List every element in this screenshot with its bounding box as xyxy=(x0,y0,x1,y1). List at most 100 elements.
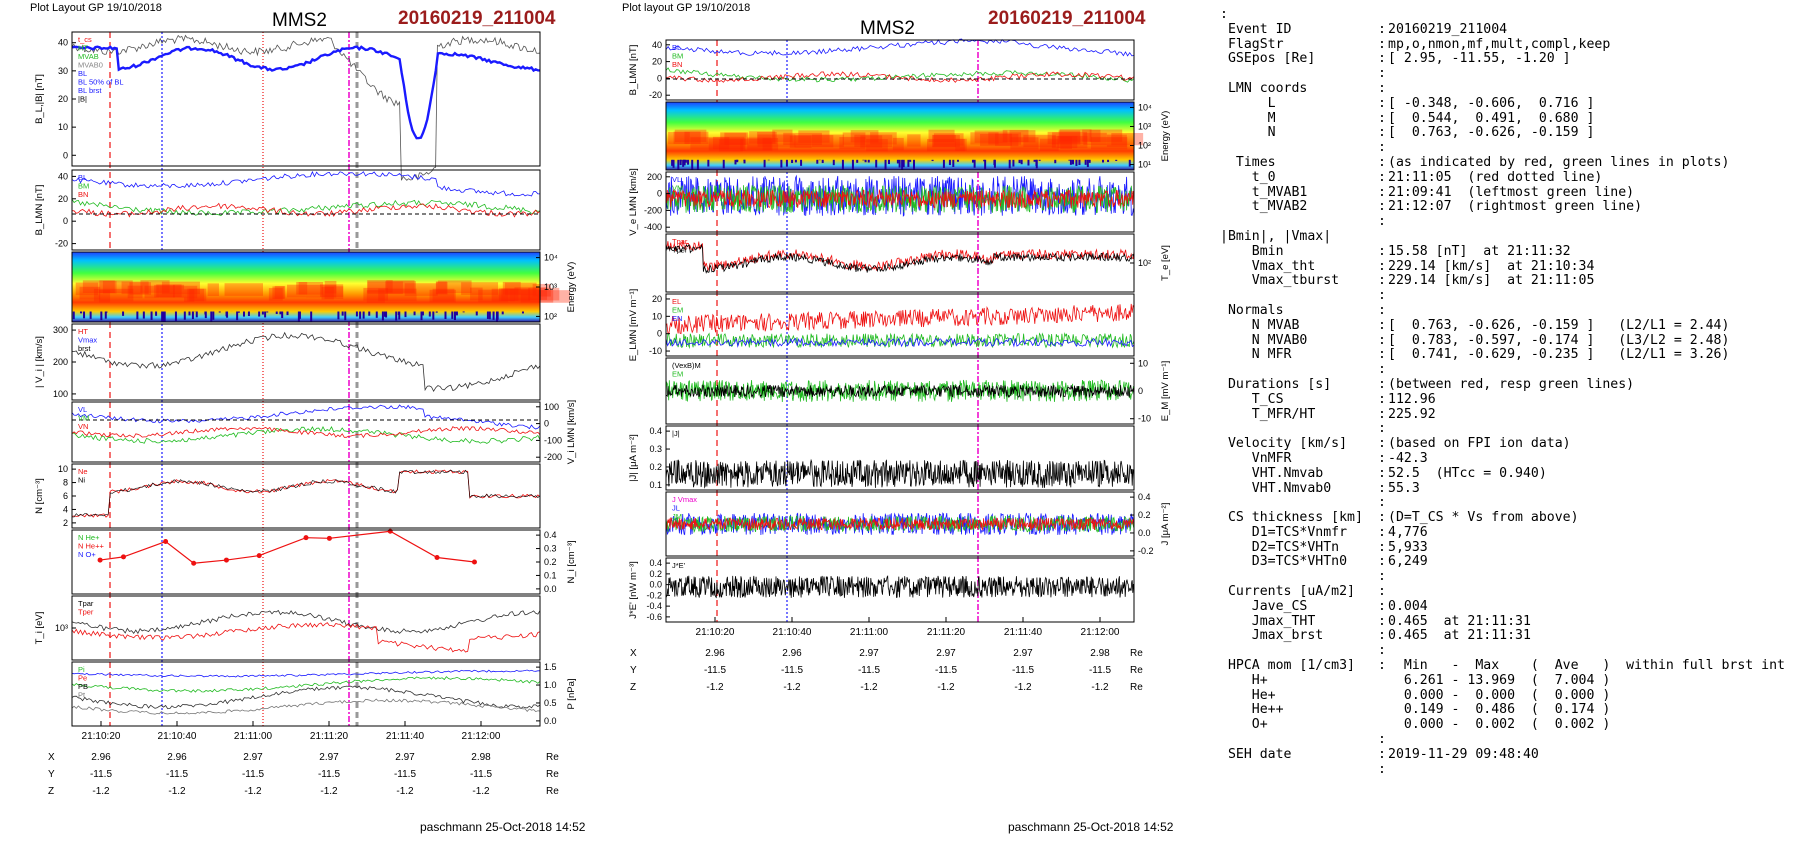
ephemeris-value: -11.5 xyxy=(1089,665,1111,676)
summary-key: M xyxy=(1220,110,1276,126)
panel-3: 10⁴ 10³ 10² Energy (eV) xyxy=(71,251,577,323)
y-tick-label: 10⁴ xyxy=(544,253,558,263)
summary-row: CS thickness [km]: (D=T_CS * Vs from abov… xyxy=(1220,510,1800,526)
y-axis-label: J*E' [nW m⁻³] xyxy=(628,561,639,619)
summary-value: (based on FPI ion data) xyxy=(1388,436,1571,452)
spectrogram-speckle xyxy=(867,159,870,163)
summary-value: 52.5 (HTcc = 0.940) xyxy=(1388,465,1547,481)
spectrogram-hot xyxy=(1002,129,1029,143)
summary-colon: : xyxy=(1378,36,1386,52)
summary-row: VnMFR: -42.3 xyxy=(1220,451,1800,467)
y-tick-label: 1.5 xyxy=(544,662,557,672)
spectrogram-hot xyxy=(933,133,964,146)
legend-entry: VN xyxy=(78,422,88,431)
spectrogram-speckle xyxy=(851,159,854,170)
spectrogram-hot xyxy=(673,131,701,144)
spectrogram-hot xyxy=(367,281,403,295)
y-tick-label: 0.2 xyxy=(544,557,557,567)
summary-key: t_0 xyxy=(1220,169,1276,185)
data-trace xyxy=(71,685,541,710)
summary-value: 0.465 at 21:11:31 xyxy=(1388,628,1531,644)
summary-value: 6.261 - 13.969 ( 7.004 ) xyxy=(1388,672,1611,688)
spectrogram-speckle xyxy=(696,159,699,170)
spectrogram-speckle xyxy=(1071,159,1074,165)
y-axis-label: | V_i | [km/s] xyxy=(34,336,45,388)
legend-entry: brst xyxy=(78,344,91,353)
summary-value: 2019-11-29 09:48:40 xyxy=(1388,746,1539,762)
spectrogram-hot xyxy=(274,285,286,299)
y-tick-label: 10³ xyxy=(1138,121,1151,131)
ephemeris-value: -11.5 xyxy=(166,769,188,780)
ion-density-point xyxy=(303,535,309,541)
summary-colon: : xyxy=(1378,480,1386,496)
middle-event-title: 20160219_211004 xyxy=(988,8,1146,29)
spectrogram-speckle xyxy=(183,311,186,320)
summary-key: Jmax_brst xyxy=(1220,628,1324,644)
spectrogram-speckle xyxy=(763,159,766,168)
summary-value: 0.149 - 0.486 ( 0.174 ) xyxy=(1388,702,1611,718)
summary-colon: : xyxy=(1378,169,1386,185)
summary-row: Jave_CS:0.004 xyxy=(1220,599,1800,615)
summary-row: N MVAB:[ 0.763, -0.626, -0.159 ] (L2/L1 … xyxy=(1220,318,1800,334)
summary-key: Times xyxy=(1220,154,1276,170)
spectrogram-hot xyxy=(892,137,904,151)
spectrogram-hot xyxy=(762,137,779,151)
spectrogram-hot xyxy=(161,281,200,295)
spectrogram-speckle xyxy=(780,159,783,168)
spectrogram-hot xyxy=(173,284,185,298)
middle-header: Plot layout GP 19/10/2018 xyxy=(622,2,751,14)
spectrogram-hot xyxy=(811,134,844,147)
x-tick-label: 21:11:00 xyxy=(234,731,273,742)
spectrogram-hot xyxy=(1052,132,1081,145)
spectrogram-hot xyxy=(927,139,965,152)
spectrogram-speckle xyxy=(420,311,423,321)
left-mission-title: MMS2 xyxy=(272,10,327,31)
ion-density-point xyxy=(97,557,103,563)
ephemeris-label: X xyxy=(48,752,55,763)
y-tick-label: -200 xyxy=(644,205,662,215)
y-tick-label: 0.2 xyxy=(649,462,662,472)
spectrogram-speckle xyxy=(1084,159,1087,165)
spectrogram-speckle xyxy=(841,159,844,170)
summary-row: : xyxy=(1220,7,1800,23)
spectrogram-hot xyxy=(1039,138,1059,152)
spectrogram-speckle xyxy=(913,159,916,170)
y-axis-label: T_i [eV] xyxy=(34,612,45,645)
spectrogram-speckle xyxy=(237,311,240,313)
spectrogram-speckle xyxy=(887,159,890,165)
spectrogram-hot xyxy=(1009,130,1036,143)
legend-entry: Ne xyxy=(78,467,88,476)
x-tick-label: 21:11:40 xyxy=(386,731,425,742)
y-axis-label: B_L,|B| [nT] xyxy=(34,74,45,124)
spectrogram-hot xyxy=(296,281,308,295)
spectrogram-speckle xyxy=(275,311,278,315)
summary-colon: : xyxy=(1378,643,1386,659)
y-tick-label: -20 xyxy=(55,239,68,249)
spectrogram-speckle xyxy=(671,159,674,166)
x-tick-label: 21:11:00 xyxy=(850,627,889,638)
spectrogram-speckle xyxy=(266,311,269,313)
ephemeris-value: -11.5 xyxy=(704,665,726,676)
ion-density-point xyxy=(434,555,440,561)
y-axis-label: |J| [μA m⁻²] xyxy=(628,434,639,482)
summary-row: |Bmin|, |Vmax| xyxy=(1220,228,1800,245)
spectrogram-speckle xyxy=(381,311,384,321)
spectrogram-speckle xyxy=(993,159,996,168)
y-tick-label: 0 xyxy=(63,216,68,226)
summary-row: Vmax_tburst:229.14 [km/s] at 21:11:05 xyxy=(1220,273,1800,289)
spectrogram-speckle xyxy=(898,159,901,168)
panel-frame xyxy=(71,31,541,167)
data-trace xyxy=(71,45,541,140)
y-axis-label: E_M [mV m⁻¹] xyxy=(1160,361,1171,421)
summary-colon: : xyxy=(1378,554,1386,570)
summary-row: : xyxy=(1220,569,1800,585)
spectrogram-hot xyxy=(514,287,548,300)
summary-row: VHT.Nmvab0:55.3 xyxy=(1220,480,1800,497)
spectrogram-hot xyxy=(366,290,385,303)
event-summary-text: : Event ID:20160219_211004 FlagStr: mp,o,… xyxy=(1220,7,1800,828)
spectrogram xyxy=(72,252,540,322)
summary-value: 112.96 xyxy=(1388,391,1436,407)
summary-colon: : xyxy=(1378,184,1386,200)
summary-key: |Bmin|, |Vmax| xyxy=(1220,228,1332,244)
